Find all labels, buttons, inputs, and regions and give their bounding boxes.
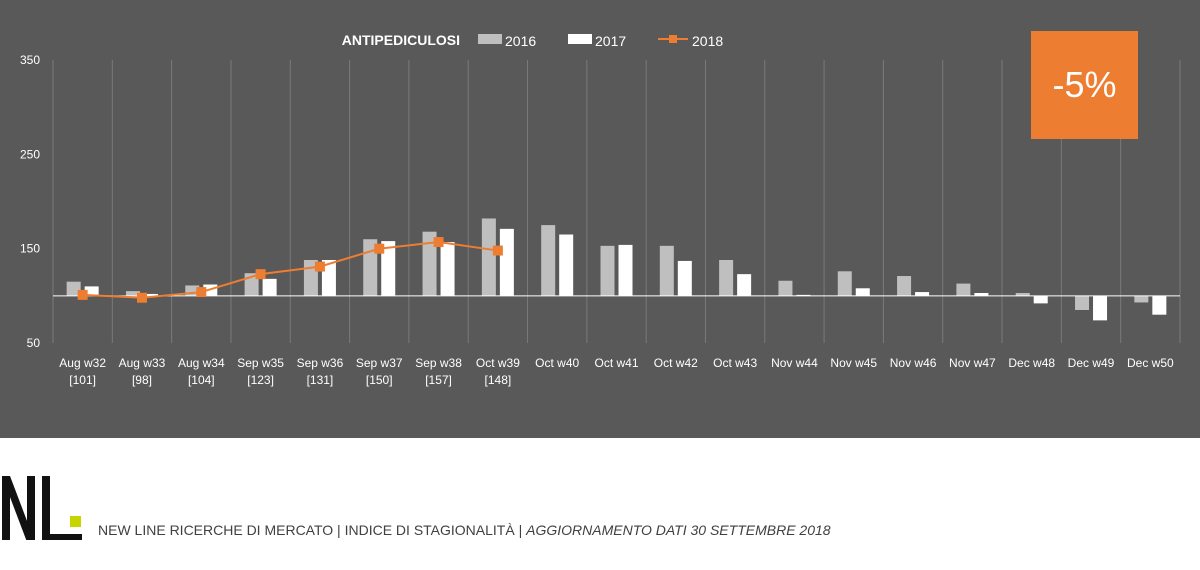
point-2018 (77, 289, 88, 300)
bar-2016 (422, 231, 437, 296)
bar-2016 (837, 271, 852, 296)
bar-2017 (915, 292, 930, 296)
x-tick-label: Sep w36 (297, 356, 344, 370)
footer-separator: | (333, 522, 345, 538)
bar-2016 (1134, 295, 1149, 303)
y-tick-label: 350 (20, 53, 40, 67)
legend-swatch-marker-2018 (669, 35, 677, 43)
bar-2016 (541, 225, 556, 296)
x-tick-label: Nov w47 (949, 356, 996, 370)
x-tick-sublabel: [150] (366, 373, 393, 387)
x-tick-label: Aug w34 (178, 356, 225, 370)
bar-2017 (737, 274, 752, 296)
bar-2016 (659, 245, 674, 296)
point-2018 (374, 243, 385, 254)
bar-2017 (84, 286, 99, 296)
footer-caption: NEW LINE RICERCHE DI MERCATO | INDICE DI… (98, 522, 831, 538)
x-tick-label: Sep w38 (415, 356, 462, 370)
footer-company: NEW LINE RICERCHE DI MERCATO (98, 522, 334, 538)
bar-2017 (677, 260, 692, 296)
legend-swatch-2017 (568, 34, 592, 44)
x-tick-label: Aug w33 (119, 356, 166, 370)
point-2018 (433, 237, 444, 248)
bar-2017 (262, 278, 277, 296)
x-tick-sublabel: [131] (307, 373, 334, 387)
legend-label-2016: 2016 (505, 33, 536, 49)
series-line-2018 (82, 241, 499, 299)
bar-2016 (778, 280, 793, 296)
x-tick-sublabel: [101] (69, 373, 96, 387)
change-badge: -5% (1031, 31, 1138, 139)
x-tick-label: Dec w50 (1127, 356, 1174, 370)
footer: NEW LINE RICERCHE DI MERCATO | INDICE DI… (0, 462, 1200, 570)
bar-2016 (600, 245, 615, 296)
bar-2017 (1152, 295, 1167, 315)
x-tick-label: Dec w48 (1008, 356, 1055, 370)
chart-title: ANTIPEDICULOSI (342, 32, 460, 48)
point-2018 (196, 287, 207, 298)
nl-logo (2, 476, 82, 540)
point-2018 (314, 261, 325, 272)
footer-update: AGGIORNAMENTO DATI 30 SETTEMBRE 2018 (526, 522, 831, 538)
x-tick-label: Oct w41 (594, 356, 638, 370)
x-tick-label: Aug w32 (59, 356, 106, 370)
bar-2017 (1093, 295, 1108, 321)
bar-2016 (481, 218, 496, 296)
bar-2017 (440, 242, 455, 296)
bar-2016 (897, 276, 912, 296)
x-tick-label: Dec w49 (1068, 356, 1115, 370)
bar-2016 (1075, 295, 1090, 310)
bar-2017 (559, 234, 574, 296)
x-tick-label: Oct w39 (476, 356, 520, 370)
point-2018 (492, 245, 503, 256)
x-tick-sublabel: [123] (247, 373, 274, 387)
chart-svg: 50 150 250 350 Aug w32 [101] Aug w33 [98] Aug w3… (20, 32, 1181, 387)
bar-2017 (855, 288, 870, 296)
bar-2016 (956, 283, 971, 296)
footer-separator: | (514, 522, 527, 538)
x-tick-label: Nov w45 (830, 356, 877, 370)
footer-index: INDICE DI STAGIONALITÀ (344, 522, 515, 538)
x-tick-label: Sep w35 (237, 356, 284, 370)
x-tick-label: Oct w43 (713, 356, 757, 370)
y-tick-label: 50 (27, 336, 41, 350)
point-2018 (136, 292, 147, 303)
y-tick-label: 250 (20, 147, 40, 161)
x-tick-label: Nov w46 (890, 356, 937, 370)
legend-label-2017: 2017 (595, 33, 626, 49)
bar-2016 (185, 285, 200, 296)
x-tick-label: Nov w44 (771, 356, 818, 370)
bar-2017 (143, 293, 158, 296)
x-tick-sublabel: [104] (188, 373, 215, 387)
legend-swatch-2016 (478, 34, 502, 44)
x-tick-label: Oct w40 (535, 356, 579, 370)
x-tick-label: Oct w42 (654, 356, 698, 370)
bar-2016 (66, 281, 81, 296)
x-tick-label: Sep w37 (356, 356, 403, 370)
bar-2017 (1033, 295, 1048, 304)
x-tick-sublabel: [148] (485, 373, 512, 387)
bar-2016 (125, 291, 140, 296)
y-tick-label: 150 (20, 242, 40, 256)
bar-2017 (499, 228, 514, 296)
x-tick-sublabel: [157] (425, 373, 452, 387)
point-2018 (255, 269, 266, 280)
bar-2017 (618, 244, 633, 296)
bar-2016 (1015, 293, 1030, 296)
bar-2017 (381, 241, 396, 296)
logo-accent-square (70, 516, 81, 527)
bar-2017 (974, 293, 989, 296)
bar-2016 (719, 259, 734, 296)
chart-panel: 50 150 250 350 Aug w32 [101] Aug w33 [98] Aug w3… (0, 0, 1200, 438)
bar-2017 (321, 259, 336, 296)
legend-label-2018: 2018 (692, 33, 723, 49)
x-tick-sublabel: [98] (132, 373, 152, 387)
